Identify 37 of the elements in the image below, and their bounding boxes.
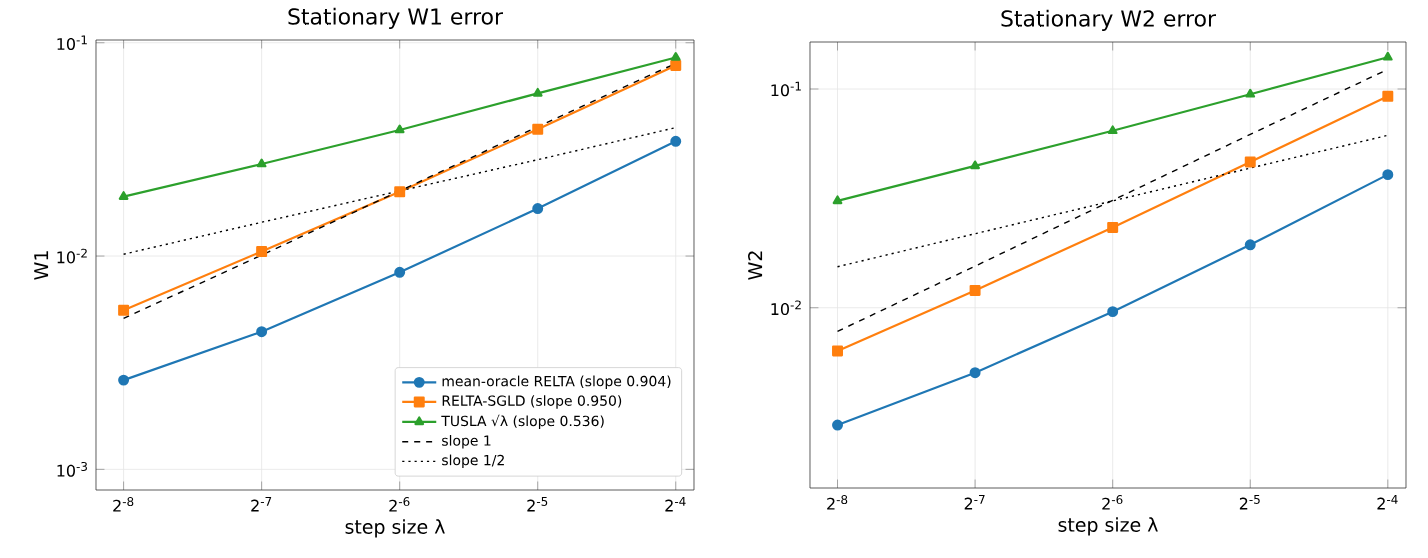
x-axis-title: step size λ [345,519,445,538]
point [1382,90,1394,102]
point [1382,169,1394,181]
point [970,160,980,170]
point [532,87,543,97]
point [832,345,844,357]
point [1245,88,1256,98]
point [256,158,267,168]
point [256,326,268,338]
point [1244,239,1256,251]
point [532,203,544,215]
line-series [836,68,1389,333]
point [832,195,843,205]
point [670,59,682,71]
point [670,51,681,61]
point [1382,51,1393,61]
y-axis-title: W2 [748,251,763,280]
point [969,284,981,296]
point [969,367,981,379]
chart-title: Stationary W2 error [1001,9,1216,32]
point [532,123,544,135]
point [394,186,406,198]
point [394,124,405,134]
point [1107,306,1119,318]
point [118,191,129,200]
point [118,304,130,316]
x-axis-title: step size λ [1058,517,1158,536]
point [670,135,682,147]
point [118,374,130,386]
point [256,246,268,258]
point [1107,125,1118,135]
point [394,266,406,278]
point [1107,221,1119,233]
chart-title: Stationary W1 error [288,7,503,30]
point [1244,156,1256,168]
point [832,419,844,431]
y-axis-title: W1 [34,251,49,280]
